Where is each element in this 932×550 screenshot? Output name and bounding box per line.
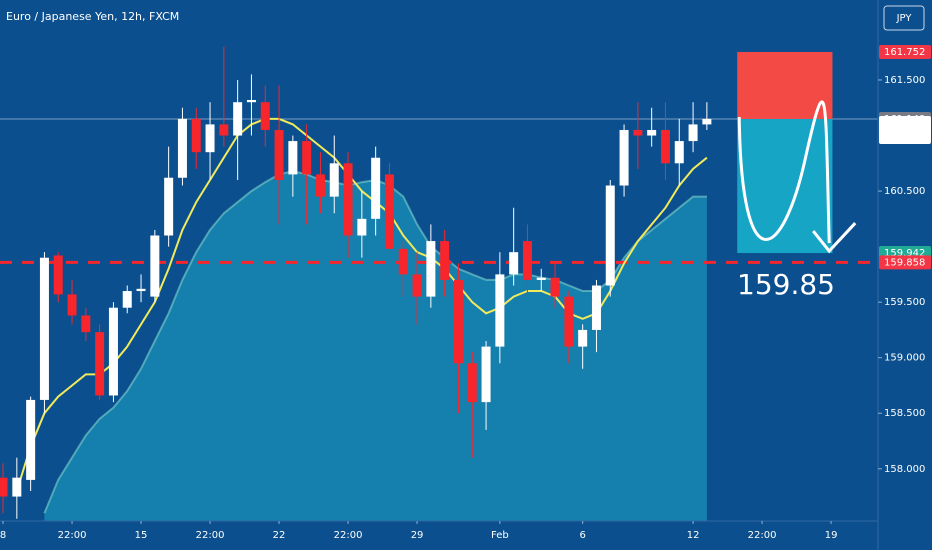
candle-body xyxy=(509,252,519,275)
price-tag-label: 159.942 xyxy=(884,248,925,259)
x-tick-label: 22:00 xyxy=(334,530,363,541)
candle-body xyxy=(246,99,256,103)
candle-body xyxy=(674,141,684,164)
x-tick-label: 22:00 xyxy=(196,530,225,541)
candle-body xyxy=(660,129,670,164)
candle-body xyxy=(53,255,63,295)
x-tick-label: 19 xyxy=(825,530,838,541)
candle-body xyxy=(398,248,408,275)
candle-body xyxy=(136,288,146,292)
candle-body xyxy=(647,129,657,136)
candle-body xyxy=(467,363,477,403)
candle-body xyxy=(191,118,201,153)
y-tick-label: 160.500 xyxy=(884,186,925,197)
candle-body xyxy=(564,296,574,347)
candle-body xyxy=(150,235,160,297)
candle-body xyxy=(95,332,105,396)
area-fill xyxy=(44,171,707,521)
x-tick-label: 6 xyxy=(579,530,585,541)
candle-body xyxy=(605,185,615,286)
x-tick-label: 15 xyxy=(135,530,148,541)
price-tag-label: 161.113 xyxy=(884,118,925,129)
candle-body xyxy=(302,141,312,175)
price-tag-label: 161.752 xyxy=(884,47,925,58)
candle-body xyxy=(67,294,77,316)
candle-body xyxy=(481,346,491,403)
candle-body xyxy=(81,315,91,333)
plot-area xyxy=(0,46,878,521)
candle-body xyxy=(619,129,629,186)
candle-body xyxy=(12,477,22,497)
candle-body xyxy=(108,307,118,396)
y-tick-label: 159.500 xyxy=(884,297,925,308)
candle-body xyxy=(26,399,36,480)
arrow-head xyxy=(812,222,857,254)
candle-body xyxy=(274,129,284,180)
x-tick-label: 22 xyxy=(273,530,286,541)
candle-body xyxy=(412,274,422,297)
candle-body xyxy=(495,274,505,347)
candle-body xyxy=(260,102,270,130)
countdown: 07:40:18 xyxy=(884,132,929,143)
currency[interactable]: JPY xyxy=(896,13,913,24)
candle-body xyxy=(633,129,643,136)
target-label: 159.85 xyxy=(737,268,835,301)
arrow-curve xyxy=(737,100,831,244)
candle-body xyxy=(522,241,532,280)
x-tick-label: Feb xyxy=(491,530,509,541)
price-tag xyxy=(879,115,931,144)
x-tick-label: 22:00 xyxy=(58,530,87,541)
candle-body xyxy=(384,174,394,249)
candle-body xyxy=(371,157,381,219)
x-tick-label: 29 xyxy=(411,530,424,541)
candle-body xyxy=(702,118,712,125)
candle-body xyxy=(688,124,698,142)
candle-body xyxy=(205,124,215,153)
chart-title: Euro / Japanese Yen, 12h, FXCM xyxy=(6,10,179,23)
candle-body xyxy=(536,277,546,280)
candle-body xyxy=(122,291,132,308)
y-tick-label: 158.500 xyxy=(884,408,925,419)
x-tick-label: 8 xyxy=(0,530,6,541)
candle-body xyxy=(329,163,339,197)
candle-body xyxy=(357,218,367,236)
currency-box[interactable] xyxy=(883,5,925,31)
x-tick-label: 12 xyxy=(687,530,700,541)
candle-body xyxy=(164,177,174,236)
target-zone xyxy=(737,118,833,254)
y-tick-label: 158.000 xyxy=(884,464,925,475)
x-tick-label: 22:00 xyxy=(748,530,777,541)
candle-body xyxy=(426,241,436,297)
price-tag xyxy=(879,255,931,270)
y-tick-label: 159.000 xyxy=(884,353,925,364)
candle-body xyxy=(591,285,601,330)
candle-body xyxy=(453,279,463,364)
price-tag-label: 159.858 xyxy=(884,257,925,268)
candle-body xyxy=(578,329,588,347)
y-tick-label: 161.500 xyxy=(884,75,925,86)
candle-body xyxy=(315,174,325,197)
candle-body xyxy=(39,257,49,400)
candle-body xyxy=(343,163,353,236)
candle-body xyxy=(219,124,229,136)
candle-body xyxy=(440,241,450,280)
price-tag xyxy=(879,44,931,59)
candle-body xyxy=(288,141,298,175)
candle-body xyxy=(233,102,243,136)
candle-body xyxy=(550,277,560,297)
candle-body xyxy=(0,477,8,497)
candle-body xyxy=(177,118,187,178)
